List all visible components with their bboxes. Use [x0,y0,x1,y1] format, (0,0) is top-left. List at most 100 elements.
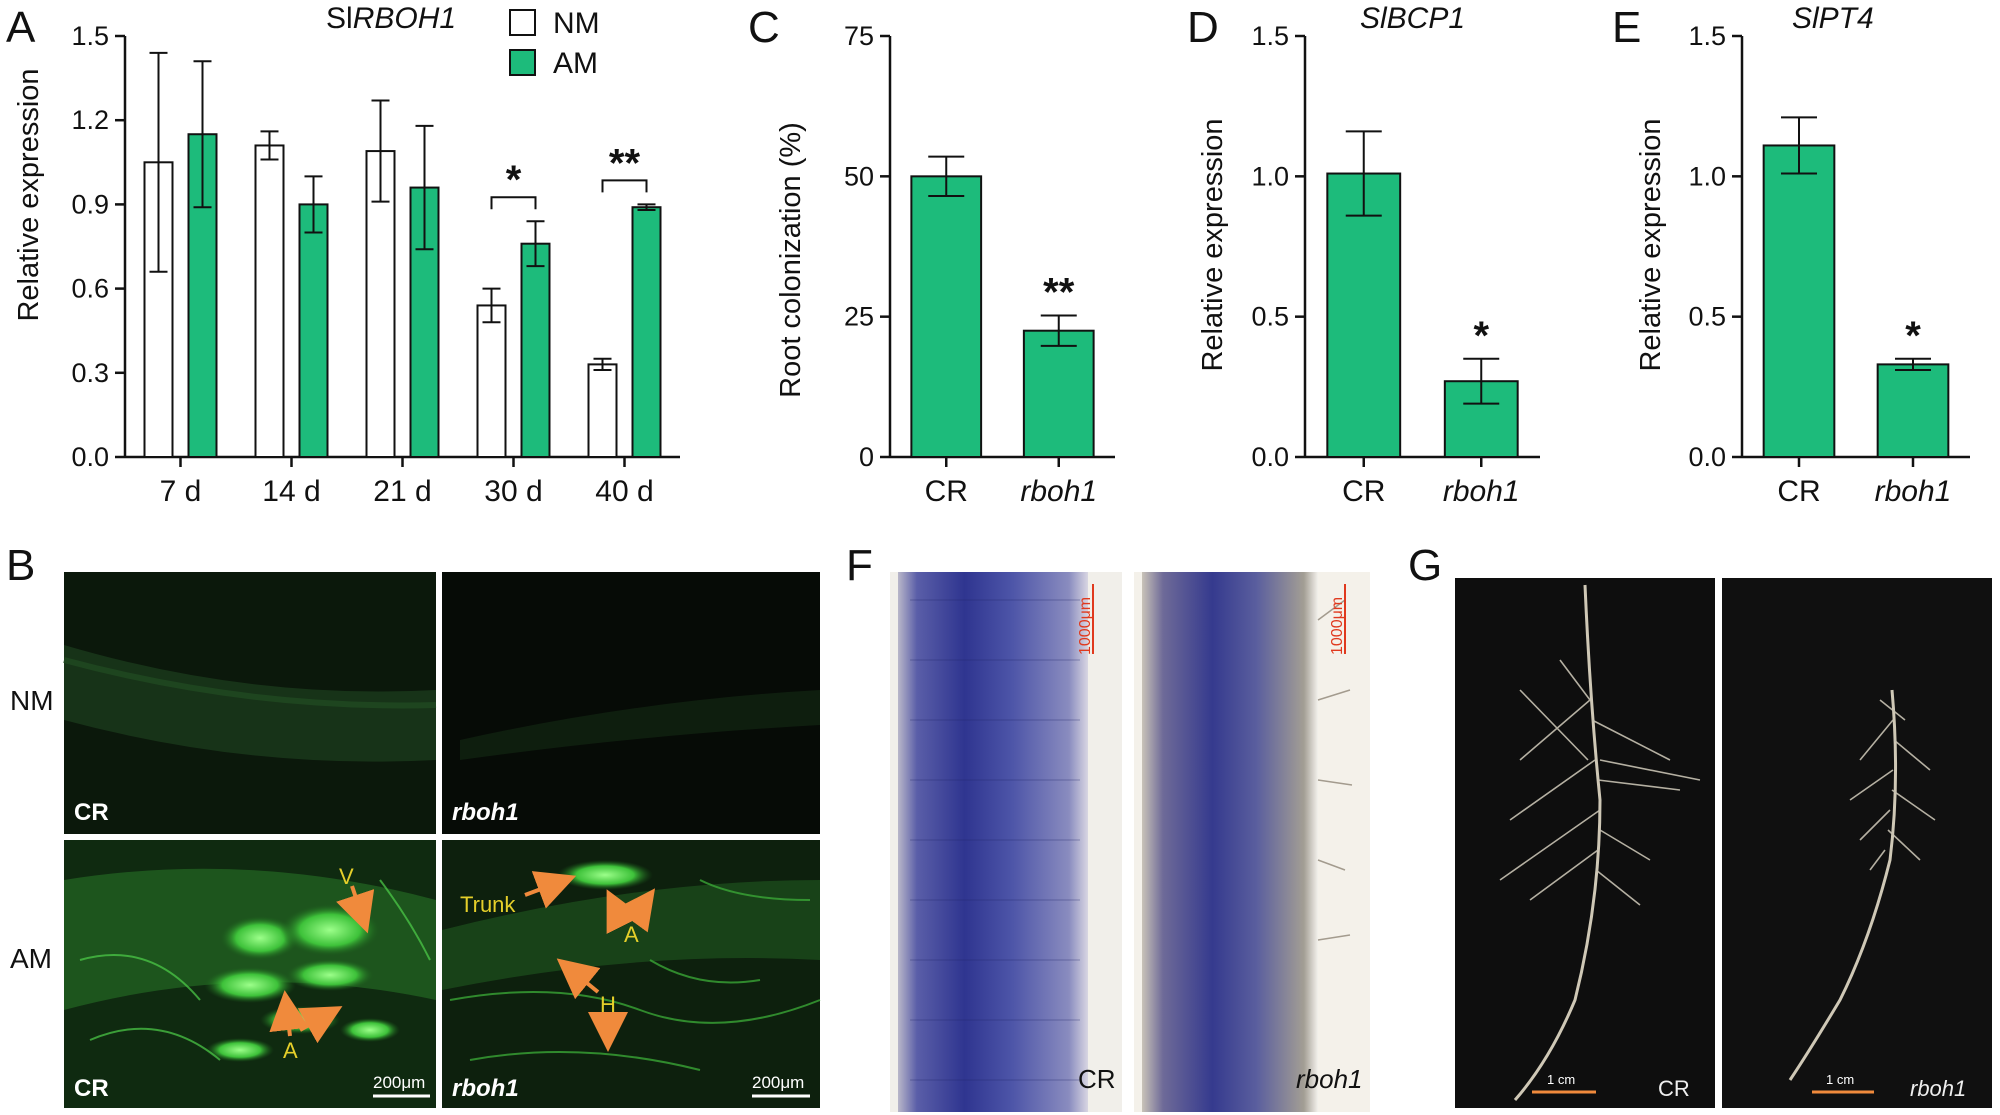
chart-a-bar-am-3 [520,242,551,458]
arrow-a-right [297,1006,343,1044]
chart-a-sig-1: ** [609,141,641,185]
arrow-v [336,885,375,934]
label-a-cr: A [283,1038,298,1063]
chart-c-ytick-label-2: 50 [844,161,874,191]
chart-c-ytick-label-1: 25 [844,302,874,332]
scale-label-g-rboh1: 1 cm [1826,1072,1854,1087]
label-a-rboh1: A [624,922,639,947]
chart-e-bar-1 [1876,363,1950,459]
chart-d-bar-0 [1326,172,1402,458]
chart-a-ytick-label-3: 0.9 [71,189,109,219]
image-nm-cr: CR [63,572,437,834]
arrow-trunk [524,871,577,909]
scale-label-f-rboh1: 1000μm [1329,597,1346,655]
chart-d-ytick-label-0: 0.0 [1251,442,1289,472]
chart-e-sig-1: * [1905,314,1921,358]
chart-c-bar-1 [1022,329,1095,459]
chart-c-xtick-label-1: rboh1 [1020,475,1097,508]
arrow-a-left [269,990,310,1037]
image-f-cr-label: CR [1078,1064,1116,1094]
chart-a: SlRBOH1 Relative expression NM AM 0.0 0.3… [13,2,680,508]
chart-a-ytick-label-5: 1.5 [71,21,109,51]
scale-label-g-cr: 1 cm [1547,1072,1575,1087]
chart-a-sig-0: * [506,158,522,202]
chart-a-ytick-label-2: 0.6 [71,274,109,304]
image-nm-cr-label: CR [74,799,109,826]
chart-a-bracket-1 [601,179,648,193]
image-am-cr: V A CR 200μm [64,840,436,1108]
image-am-rboh1: Trunk A H rboh1 200μm [442,840,821,1108]
chart-e-ytick-label-3: 1.5 [1688,21,1726,51]
scale-label-b-cr: 200μm [373,1073,425,1092]
chart-d-sig-1: * [1473,314,1489,358]
chart-a-ytick-label-4: 1.2 [71,105,109,135]
image-am-cr-label: CR [74,1075,109,1102]
image-g-cr: 1 cm CR [1455,578,1715,1108]
row-label-nm: NM [10,685,54,716]
image-nm-rboh1: rboh1 [442,572,820,834]
image-g-rboh1-label: rboh1 [1910,1076,1966,1101]
chart-d-ylabel: Relative expression [1197,118,1229,371]
chart-e-ytick-label-1: 0.5 [1688,302,1726,332]
chart-c-sig-1: ** [1043,271,1075,315]
panel-letter-b: B [6,541,35,590]
image-g-cr-label: CR [1658,1076,1690,1101]
chart-e-xtick-label-0: CR [1777,475,1820,508]
arrow-a2-right [615,888,656,933]
panel-letter-e: E [1612,3,1641,52]
image-g-rboh1: 1 cm rboh1 [1722,578,1992,1108]
row-label-am: AM [10,943,52,974]
scale-label-b-rboh1: 200μm [752,1073,804,1092]
label-trunk: Trunk [460,892,516,917]
chart-a-xtick-label-1: 14 d [262,475,320,508]
chart-d-xtick-label-0: CR [1342,475,1385,508]
chart-c-xtick-label-0: CR [925,475,968,508]
image-nm-rboh1-label: rboh1 [452,799,519,826]
panel-letter-a: A [6,3,36,52]
image-f-rboh1: 1000μm rboh1 [1134,572,1370,1112]
panel-g: 1 cm CR 1 cm rboh1 [1455,578,1992,1108]
panel-letter-c: C [748,3,780,52]
chart-e-ytick-label-0: 0.0 [1688,442,1726,472]
legend-am-swatch [509,49,536,76]
chart-c-ytick-label-3: 75 [844,21,874,51]
legend-nm-swatch [509,9,536,36]
chart-d-ytick-label-3: 1.5 [1251,21,1289,51]
chart-a-bracket-0 [490,196,537,210]
chart-e-ytick-label-2: 1.0 [1688,161,1726,191]
chart-e: SlPT4 Relative expression 0.0 0.5 1.0 1.5 CR… [1635,2,1970,508]
chart-e-title: SlPT4 [1792,2,1874,35]
panel-letter-f: F [846,541,873,590]
chart-a-ytick-label-0: 0.0 [71,442,109,472]
chart-a-xtick-label-2: 21 d [373,475,431,508]
image-f-rboh1-label: rboh1 [1296,1064,1363,1094]
chart-c: Root colonization (%) 0 25 50 75 CR rboh1 ** [775,21,1115,508]
panel-letter-d: D [1187,3,1219,52]
label-h: H [600,992,616,1017]
panel-b: NM AM CR rboh1 V [10,572,821,1108]
image-am-rboh1-label: rboh1 [452,1075,519,1102]
chart-a-bar-nm-1 [254,144,285,459]
chart-a-xtick-label-4: 40 d [595,475,653,508]
chart-d-ytick-label-1: 0.5 [1251,302,1289,332]
chart-d-xtick-label-1: rboh1 [1443,475,1520,508]
chart-e-xtick-label-1: rboh1 [1875,475,1952,508]
chart-a-ytick-label-1: 0.3 [71,358,109,388]
chart-d-title: SlBCP1 [1360,2,1465,35]
chart-d: SlBCP1 Relative expression 0.0 0.5 1.0 1.5 C… [1197,2,1540,508]
label-v: V [339,864,354,889]
chart-c-bar-0 [910,175,983,458]
chart-a-xtick-label-3: 30 d [484,475,542,508]
chart-e-bar-0 [1762,144,1836,459]
chart-d-ytick-label-2: 1.0 [1251,161,1289,191]
panel-f: 1000μm CR 1000μm rboh1 [890,572,1370,1112]
legend-nm-label: NM [553,7,600,40]
chart-a-bar-nm-3 [476,304,507,458]
chart-a-xtick-label-0: 7 d [160,475,202,508]
image-f-cr: 1000μm CR [890,572,1122,1112]
chart-c-ylabel: Root colonization (%) [775,122,807,398]
chart-c-ytick-label-0: 0 [859,442,874,472]
arrow-h-up [556,958,601,1000]
chart-a-legend: NM AM [509,7,600,80]
